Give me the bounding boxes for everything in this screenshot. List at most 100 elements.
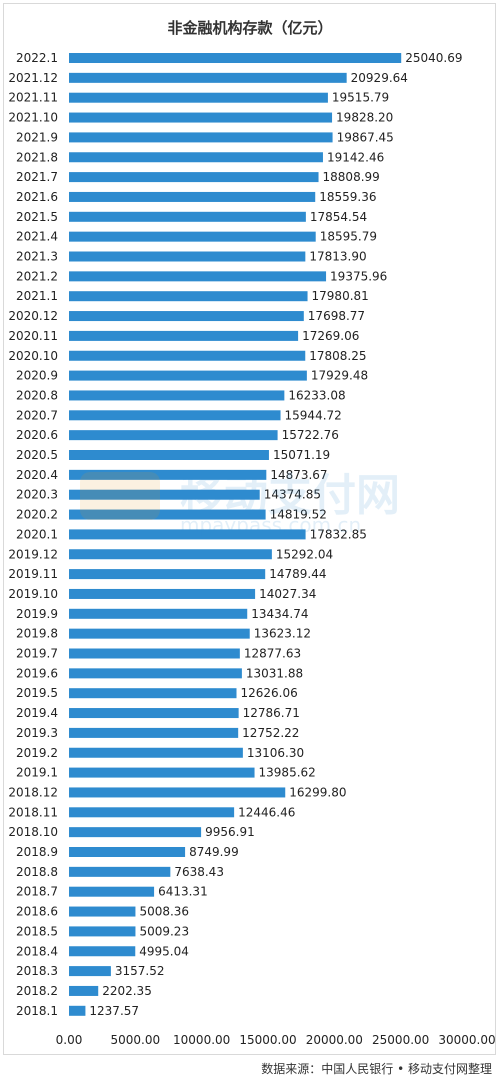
bar bbox=[69, 727, 239, 738]
x-tick-label: 10000.00 bbox=[173, 1033, 230, 1047]
value-label: 17269.06 bbox=[302, 329, 359, 343]
category-label: 2021.12 bbox=[8, 71, 58, 85]
category-label: 2021.11 bbox=[8, 91, 58, 105]
category-label: 2019.5 bbox=[16, 686, 58, 700]
category-label: 2019.10 bbox=[8, 587, 58, 601]
value-label: 17698.77 bbox=[308, 309, 365, 323]
x-tick-label: 25000.00 bbox=[372, 1033, 429, 1047]
bar bbox=[69, 311, 304, 322]
bar bbox=[69, 1005, 86, 1016]
bar bbox=[69, 787, 286, 798]
value-label: 15944.72 bbox=[285, 408, 342, 422]
category-label: 2020.9 bbox=[16, 369, 58, 383]
value-label: 17980.81 bbox=[312, 289, 369, 303]
bar bbox=[69, 926, 136, 937]
category-label: 2021.4 bbox=[16, 230, 58, 244]
bar bbox=[69, 608, 248, 619]
bar bbox=[69, 966, 111, 977]
bar bbox=[69, 390, 285, 401]
category-label: 2018.8 bbox=[16, 865, 58, 879]
value-label: 17813.90 bbox=[309, 250, 366, 264]
bar bbox=[69, 370, 307, 381]
category-label: 2021.7 bbox=[16, 170, 58, 184]
bar bbox=[69, 191, 316, 202]
value-label: 13031.88 bbox=[246, 666, 303, 680]
category-label: 2018.9 bbox=[16, 845, 58, 859]
x-tick-label: 5000.00 bbox=[111, 1033, 161, 1047]
bar bbox=[69, 489, 260, 500]
value-label: 8749.99 bbox=[189, 845, 239, 859]
value-label: 5009.23 bbox=[139, 924, 189, 938]
bar bbox=[69, 767, 255, 778]
bar bbox=[69, 985, 99, 996]
category-label: 2018.1 bbox=[16, 1004, 58, 1018]
value-label: 1237.57 bbox=[89, 1004, 139, 1018]
category-label: 2020.3 bbox=[16, 488, 58, 502]
category-label: 2020.7 bbox=[16, 408, 58, 422]
bar bbox=[69, 211, 306, 222]
category-label: 2020.11 bbox=[8, 329, 58, 343]
bar bbox=[69, 450, 269, 460]
bar bbox=[69, 152, 323, 163]
category-label: 2019.1 bbox=[16, 766, 58, 780]
value-label: 18559.36 bbox=[319, 190, 376, 204]
value-label: 18808.99 bbox=[323, 170, 380, 184]
x-tick-label: 30000.00 bbox=[438, 1033, 495, 1047]
bar bbox=[69, 827, 202, 838]
category-label: 2018.11 bbox=[8, 805, 58, 819]
category-label: 2018.12 bbox=[8, 785, 58, 799]
category-label: 2018.7 bbox=[16, 885, 58, 899]
value-label: 16299.80 bbox=[289, 785, 346, 799]
value-label: 17808.25 bbox=[309, 349, 366, 363]
bar bbox=[69, 251, 306, 262]
value-label: 2202.35 bbox=[102, 984, 152, 998]
bar bbox=[69, 271, 327, 282]
category-label: 2018.10 bbox=[8, 825, 58, 839]
value-label: 12446.46 bbox=[238, 805, 295, 819]
category-label: 2019.6 bbox=[16, 666, 58, 680]
category-label: 2019.7 bbox=[16, 647, 58, 661]
category-label: 2021.6 bbox=[16, 190, 58, 204]
x-tick-label: 15000.00 bbox=[239, 1033, 296, 1047]
bar bbox=[69, 291, 308, 302]
category-label: 2021.3 bbox=[16, 250, 58, 264]
value-label: 12626.06 bbox=[241, 686, 298, 700]
category-label: 2019.9 bbox=[16, 607, 58, 621]
category-label: 2020.8 bbox=[16, 388, 58, 402]
value-label: 19375.96 bbox=[330, 269, 387, 283]
category-label: 2022.1 bbox=[16, 51, 58, 65]
bar bbox=[69, 906, 136, 917]
category-label: 2019.3 bbox=[16, 726, 58, 740]
value-label: 4995.04 bbox=[139, 944, 189, 958]
category-label: 2020.12 bbox=[8, 309, 58, 323]
value-label: 7638.43 bbox=[174, 865, 224, 879]
value-label: 14027.34 bbox=[259, 587, 316, 601]
value-label: 17832.85 bbox=[310, 527, 367, 541]
category-label: 2018.4 bbox=[16, 944, 58, 958]
category-label: 2021.10 bbox=[8, 111, 58, 125]
value-label: 19828.20 bbox=[336, 111, 393, 125]
value-label: 12752.22 bbox=[242, 726, 299, 740]
value-label: 17929.48 bbox=[311, 369, 368, 383]
bar bbox=[69, 72, 347, 83]
category-label: 2018.6 bbox=[16, 905, 58, 919]
value-label: 14789.44 bbox=[269, 567, 326, 581]
bar bbox=[69, 708, 239, 719]
value-label: 14374.85 bbox=[264, 488, 321, 502]
value-label: 15292.04 bbox=[276, 547, 333, 561]
bar bbox=[69, 231, 316, 242]
category-label: 2021.2 bbox=[16, 269, 58, 283]
value-label: 20929.64 bbox=[351, 71, 408, 85]
bar bbox=[69, 847, 186, 857]
category-label: 2021.1 bbox=[16, 289, 58, 303]
value-label: 5008.36 bbox=[139, 905, 189, 919]
value-label: 14873.67 bbox=[270, 468, 327, 482]
bar bbox=[69, 549, 272, 560]
bar bbox=[69, 172, 319, 183]
bar bbox=[69, 330, 299, 341]
value-label: 16233.08 bbox=[288, 388, 345, 402]
value-label: 25040.69 bbox=[405, 51, 462, 65]
bar bbox=[69, 469, 267, 480]
category-label: 2020.6 bbox=[16, 428, 58, 442]
